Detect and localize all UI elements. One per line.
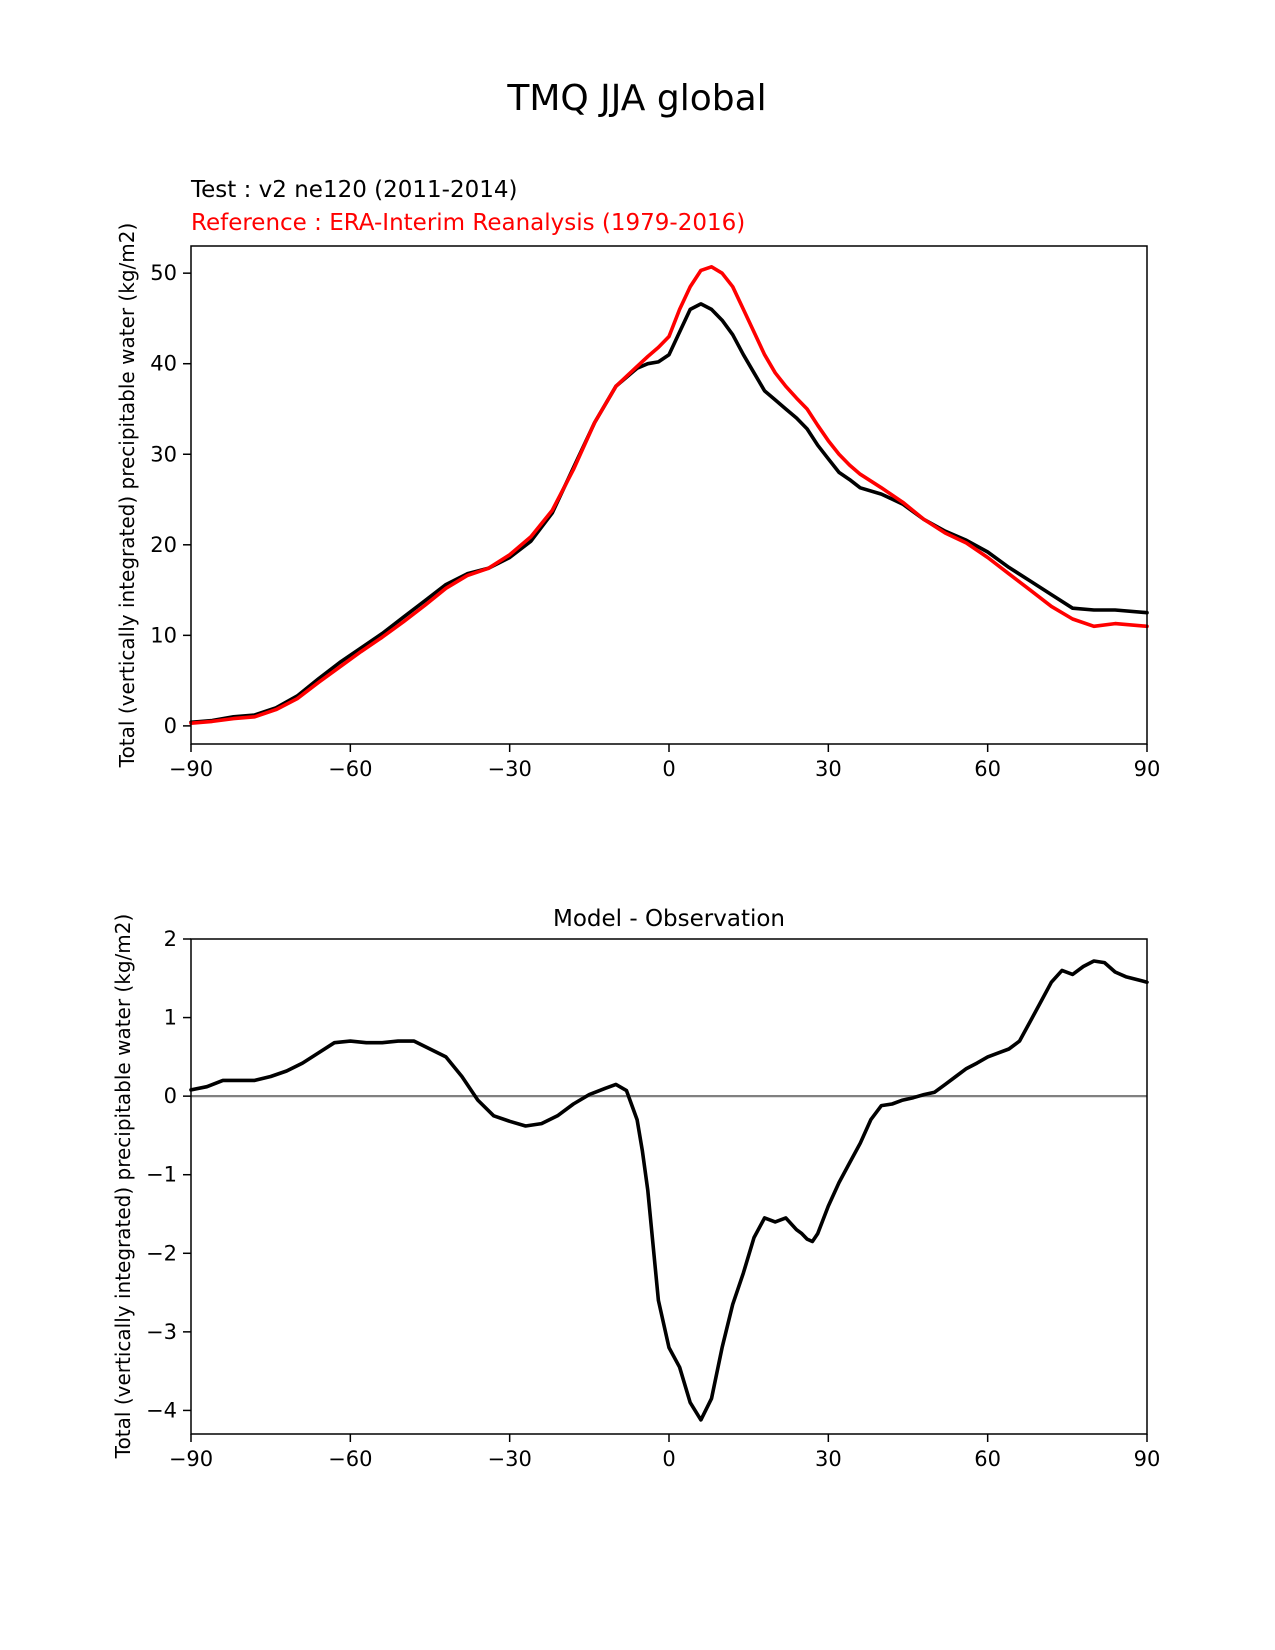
top-subtitle-test: Test : v2 ne120 (2011-2014) bbox=[190, 177, 517, 203]
top-series-test bbox=[189, 302, 1149, 725]
bottom-xtick-label: 30 bbox=[815, 1447, 842, 1471]
bottom-axes-frame bbox=[190, 938, 1148, 1435]
top-xtick-label: −30 bbox=[488, 757, 532, 781]
bottom-xtick-label: −30 bbox=[488, 1447, 532, 1471]
bottom-ytick-label: 0 bbox=[164, 1084, 177, 1108]
bottom-series-model-observation bbox=[189, 959, 1149, 1422]
top-axes-frame bbox=[190, 245, 1148, 745]
bottom-ytick-label: 2 bbox=[164, 927, 177, 951]
bottom-ytick-label: 1 bbox=[164, 1006, 177, 1030]
bottom-xtick-label: 0 bbox=[662, 1447, 675, 1471]
top-xtick-label: 60 bbox=[974, 757, 1001, 781]
top-series-reference bbox=[189, 264, 1149, 726]
bottom-ytick-label: −4 bbox=[146, 1398, 177, 1422]
top-ytick-label: 50 bbox=[150, 261, 177, 285]
bottom-title: Model - Observation bbox=[553, 906, 785, 932]
bottom-chart: Model - Observation Total (vertically in… bbox=[111, 906, 1160, 1471]
top-xtick-label: −90 bbox=[169, 757, 213, 781]
top-subtitle-reference: Reference : ERA-Interim Reanalysis (1979… bbox=[191, 210, 745, 236]
top-xtick-label: −60 bbox=[328, 757, 372, 781]
bottom-ytick-label: −3 bbox=[146, 1320, 177, 1344]
top-ytick-label: 40 bbox=[150, 352, 177, 376]
bottom-xtick-label: −60 bbox=[328, 1447, 372, 1471]
top-lines bbox=[189, 264, 1149, 726]
top-ytick-label: 0 bbox=[164, 714, 177, 738]
top-ytick-label: 20 bbox=[150, 533, 177, 557]
bottom-lines bbox=[189, 959, 1149, 1422]
bottom-ytick-label: −2 bbox=[146, 1241, 177, 1265]
top-xtick-label: 0 bbox=[662, 757, 675, 781]
bottom-ticks: −90 −60 −30 0 30 60 90 −4 −3 −2 −1 0 1 2 bbox=[146, 927, 1160, 1471]
bottom-xtick-label: −90 bbox=[169, 1447, 213, 1471]
bottom-xtick-label: 90 bbox=[1134, 1447, 1161, 1471]
bottom-xtick-label: 60 bbox=[974, 1447, 1001, 1471]
top-xtick-label: 90 bbox=[1134, 757, 1161, 781]
top-xtick-label: 30 bbox=[815, 757, 842, 781]
top-ytick-label: 30 bbox=[150, 442, 177, 466]
page-title: TMQ JJA global bbox=[506, 78, 766, 119]
bottom-ylabel: Total (vertically integrated) precipitab… bbox=[111, 914, 135, 1460]
top-ticks: −90 −60 −30 0 30 60 90 0 10 20 30 40 50 bbox=[150, 261, 1160, 781]
bottom-ytick-label: −1 bbox=[146, 1163, 177, 1187]
top-chart: Test : v2 ne120 (2011-2014) Reference : … bbox=[115, 177, 1160, 781]
top-ytick-label: 10 bbox=[150, 623, 177, 647]
top-ylabel: Total (vertically integrated) precipitab… bbox=[115, 223, 139, 769]
